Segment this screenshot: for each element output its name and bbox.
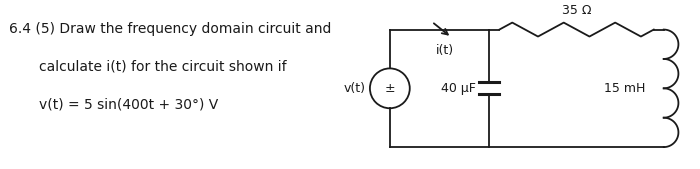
Text: 35 Ω: 35 Ω (562, 4, 592, 17)
Text: 15 mH: 15 mH (603, 82, 645, 95)
Text: 40 μF: 40 μF (440, 82, 475, 95)
Text: v(t): v(t) (344, 82, 366, 95)
Text: i(t): i(t) (435, 43, 454, 56)
Text: 6.4 (5) Draw the frequency domain circuit and: 6.4 (5) Draw the frequency domain circui… (9, 22, 332, 36)
Text: ±: ± (384, 82, 395, 95)
Text: calculate i(t) for the circuit shown if: calculate i(t) for the circuit shown if (39, 59, 287, 74)
Text: v(t) = 5 sin(400t + 30°) V: v(t) = 5 sin(400t + 30°) V (39, 97, 218, 111)
